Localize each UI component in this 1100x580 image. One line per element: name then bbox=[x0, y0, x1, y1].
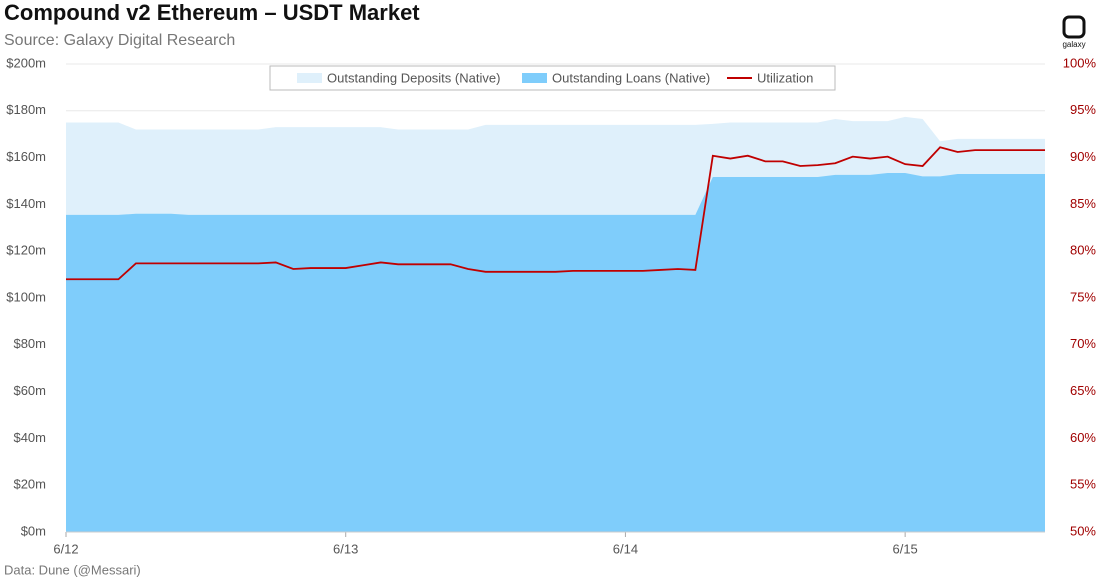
logo-icon bbox=[1062, 15, 1086, 39]
y-tick-label: $180m bbox=[6, 102, 46, 117]
x-tick-label: 6/14 bbox=[613, 541, 638, 556]
y-tick-label: $120m bbox=[6, 243, 46, 258]
y-tick-label: $60m bbox=[13, 383, 46, 398]
y2-tick-label: 60% bbox=[1070, 430, 1096, 445]
chart-title: Compound v2 Ethereum – USDT Market bbox=[4, 0, 420, 25]
legend-label: Outstanding Deposits (Native) bbox=[327, 70, 500, 85]
y2-tick-label: 80% bbox=[1070, 243, 1096, 258]
y2-tick-label: 100% bbox=[1063, 55, 1097, 70]
footnote: Data: Dune (@Messari) bbox=[4, 562, 141, 577]
line bbox=[66, 146, 1045, 281]
y-tick-label: $40m bbox=[13, 430, 46, 445]
area bbox=[66, 173, 1045, 532]
y2-tick-label: 95% bbox=[1070, 102, 1096, 117]
y-tick-label: $160m bbox=[6, 149, 46, 164]
y2-tick-label: 50% bbox=[1070, 523, 1096, 538]
chart-subtitle: Source: Galaxy Digital Research bbox=[4, 32, 235, 49]
logo-text: galaxy bbox=[1062, 40, 1085, 49]
y2-tick-label: 70% bbox=[1070, 336, 1096, 351]
x-tick-label: 6/15 bbox=[892, 541, 917, 556]
y2-tick-label: 75% bbox=[1070, 289, 1096, 304]
x-tick-label: 6/12 bbox=[53, 541, 78, 556]
legend-swatch bbox=[522, 73, 547, 83]
y2-tick-label: 90% bbox=[1070, 149, 1096, 164]
y2-tick-label: 55% bbox=[1070, 477, 1096, 492]
legend-label: Outstanding Loans (Native) bbox=[552, 70, 710, 85]
legend-swatch bbox=[297, 73, 322, 83]
y2-tick-label: 85% bbox=[1070, 196, 1096, 211]
y-tick-label: $140m bbox=[6, 196, 46, 211]
y2-tick-label: 65% bbox=[1070, 383, 1096, 398]
y-tick-label: $200m bbox=[6, 55, 46, 70]
y-tick-label: $80m bbox=[13, 336, 46, 351]
x-tick-label: 6/13 bbox=[333, 541, 358, 556]
y-tick-label: $0m bbox=[21, 523, 46, 538]
y-tick-label: $20m bbox=[13, 477, 46, 492]
y-tick-label: $100m bbox=[6, 289, 46, 304]
legend-label: Utilization bbox=[757, 70, 813, 85]
